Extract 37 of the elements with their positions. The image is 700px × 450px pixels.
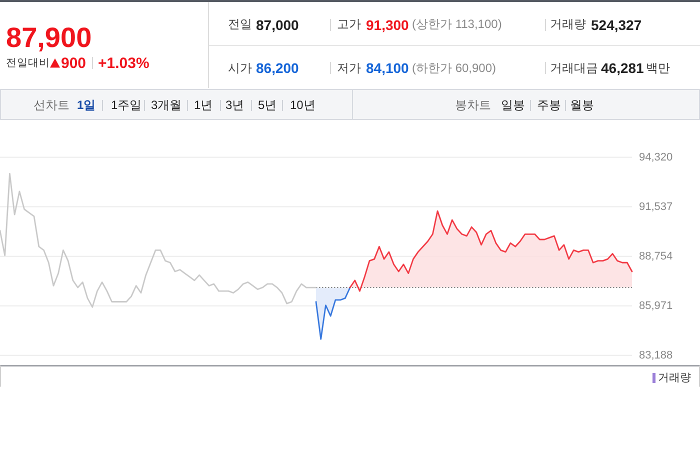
tab-label-active: 1일 <box>77 98 96 112</box>
stat-value: 87,000 <box>256 16 299 34</box>
tab-label: 월봉 <box>570 98 594 112</box>
axis-tick-label: 88,754 <box>639 250 673 262</box>
stat-label: 저가 <box>337 60 361 76</box>
stat-label: 시가 <box>228 60 252 76</box>
current-price-value: 87,900 <box>6 20 92 54</box>
stat-value: 91,300 <box>366 16 409 34</box>
stat-label: 거래대금 <box>550 60 598 76</box>
tab-group-label: 봉차트 <box>455 98 491 112</box>
stat-unit-label: 백만 <box>646 60 670 76</box>
stat-value: 46,281 <box>601 59 644 77</box>
tab-label: 1년 <box>194 98 213 112</box>
tab-label: 3년 <box>226 98 244 112</box>
stat-value: 524,327 <box>591 16 642 34</box>
stat-value: 84,100 <box>366 59 409 77</box>
axis-tick-label: 94,320 <box>639 151 673 164</box>
axis-tick-label: 83,188 <box>639 349 673 362</box>
tab-label: 1주일 <box>111 98 142 112</box>
tab-label: 10년 <box>290 98 316 112</box>
change-value: 900 <box>61 54 86 72</box>
tab-label: 일봉 <box>501 98 525 112</box>
stat-note: (상한가 113,100) <box>412 17 502 32</box>
stat-value: 86,200 <box>256 59 299 77</box>
tab-label: 3개월 <box>151 98 182 112</box>
stat-label: 고가 <box>337 17 361 32</box>
volume-legend-label: 거래량 <box>658 372 691 384</box>
change-rate-value: +1.03% <box>98 54 150 72</box>
tab-label: 주봉 <box>537 98 561 112</box>
tab-group-label: 선차트 <box>34 98 70 112</box>
change-label: 전일대비 <box>6 56 50 70</box>
stat-note: (하한가 60,900) <box>412 60 496 76</box>
axis-tick-label: 91,537 <box>639 200 673 213</box>
stat-label: 거래량 <box>550 17 586 32</box>
stat-label: 전일 <box>228 17 252 32</box>
axis-tick-label: 85,971 <box>639 300 673 312</box>
tab-label: 5년 <box>258 98 277 112</box>
